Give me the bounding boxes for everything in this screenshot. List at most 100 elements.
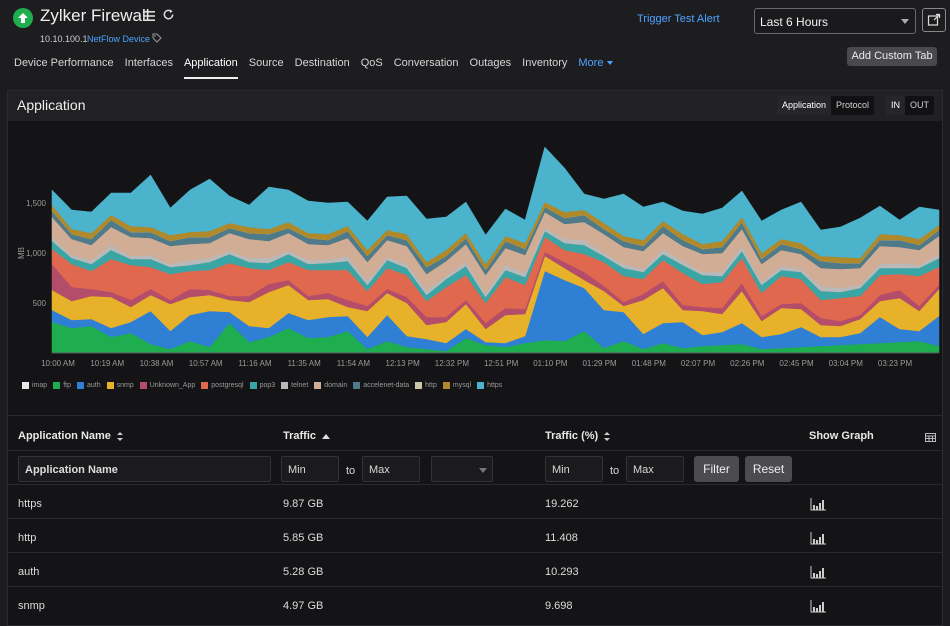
legend-label: snmp	[116, 382, 134, 389]
y-tick-label: 1,500	[26, 199, 47, 208]
legend-label: domain	[324, 382, 348, 389]
legend-label: imap	[32, 382, 48, 389]
tab-qos[interactable]: QoS	[360, 57, 383, 69]
chevron-down-icon	[607, 61, 614, 66]
legend-swatch	[76, 382, 84, 389]
toggle-out[interactable]: OUT	[910, 100, 929, 110]
export-button[interactable]	[922, 8, 946, 32]
x-tick-label: 03:23 PM	[878, 359, 913, 368]
toggle-in[interactable]: IN	[886, 96, 905, 115]
column-show-graph: Show Graph	[809, 430, 874, 442]
tag-icon[interactable]	[152, 33, 162, 43]
application-traffic-chart[interactable]: 500 1,000 1,500 MB 10:00 AM 10:19 AM 10:38 AM 1…	[8, 145, 942, 400]
table-row[interactable]: snmp 4.97 GB 9.698	[7, 586, 943, 620]
legend-label: accelenet-data	[363, 382, 410, 389]
legend-label: pop3	[259, 382, 276, 389]
y-tick-label: 1,000	[26, 249, 47, 258]
toggle-application[interactable]: Application	[777, 96, 832, 115]
add-custom-tab-button[interactable]: Add Custom Tab	[847, 47, 937, 66]
application-name-cell: http	[18, 532, 37, 544]
legend-swatch	[353, 382, 361, 389]
table-header: Application Name Traffic Traffic (%) Sho…	[7, 415, 943, 450]
reset-button[interactable]: Reset	[745, 456, 792, 482]
traffic-unit-select[interactable]	[431, 456, 493, 482]
time-period-select[interactable]: Last 6 Hours	[754, 8, 916, 34]
table-row[interactable]: auth 5.28 GB 10.293	[7, 552, 943, 586]
percent-max-input[interactable]: Max	[626, 456, 684, 482]
export-icon	[927, 13, 941, 26]
legend-item[interactable]: http	[415, 382, 437, 389]
legend-item[interactable]: ftp	[53, 382, 71, 389]
panel-header: Application Application Protocol IN OUT	[8, 91, 942, 121]
application-name-cell: auth	[18, 566, 40, 578]
tab-device-performance[interactable]: Device Performance	[14, 57, 114, 69]
x-tick-label: 10:00 AM	[41, 359, 75, 368]
application-name-cell: https	[18, 498, 42, 510]
tab-source[interactable]: Source	[248, 57, 284, 69]
application-name-cell: snmp	[18, 600, 45, 612]
tab-more[interactable]: More	[578, 57, 614, 79]
device-ip: 10.10.100.1	[40, 34, 88, 44]
toggle-protocol[interactable]: Protocol	[836, 100, 870, 110]
traffic-cell: 5.28 GB	[283, 566, 324, 578]
device-type-link[interactable]: NetFlow Device	[87, 34, 151, 44]
tab-inventory[interactable]: Inventory	[522, 57, 568, 69]
view-toggle: Application Protocol	[777, 96, 875, 115]
legend-item[interactable]: domain	[314, 382, 347, 389]
column-traffic-percent[interactable]: Traffic (%)	[545, 430, 611, 442]
legend-swatch	[139, 382, 147, 389]
refresh-icon[interactable]	[162, 8, 175, 21]
legend-label: https	[487, 382, 503, 389]
legend-label: postgresql	[211, 382, 244, 389]
y-axis-label: MB	[17, 247, 26, 259]
x-tick-label: 02:07 PM	[681, 359, 716, 368]
tab-outages[interactable]: Outages	[469, 57, 512, 69]
chart-legend: imap ftp auth snmp Unknown_App postgresql pop3…	[22, 382, 508, 389]
bar-chart-icon[interactable]	[810, 565, 827, 579]
chevron-down-icon	[479, 468, 487, 473]
legend-item[interactable]: https	[477, 382, 502, 389]
filter-button[interactable]: Filter	[694, 456, 739, 482]
panel-title: Application	[17, 97, 86, 113]
column-traffic[interactable]: Traffic	[283, 430, 331, 442]
legend-swatch	[22, 382, 29, 389]
legend-item[interactable]: telnet	[281, 382, 308, 389]
bar-chart-icon[interactable]	[810, 497, 827, 511]
legend-item[interactable]: pop3	[249, 382, 276, 389]
legend-swatch	[53, 382, 61, 389]
traffic-max-input[interactable]: Max	[362, 456, 420, 482]
traffic-min-input[interactable]: Min	[281, 456, 339, 482]
traffic-percent-cell: 10.293	[545, 566, 579, 578]
tab-application[interactable]: Application	[183, 57, 238, 79]
legend-item[interactable]: snmp	[106, 382, 134, 389]
table-row[interactable]: https 9.87 GB 19.262	[7, 484, 943, 518]
legend-label: ftp	[63, 382, 71, 389]
legend-item[interactable]: imap	[22, 382, 47, 389]
application-name-filter-input[interactable]: Application Name	[18, 456, 271, 482]
legend-label: telnet	[291, 382, 309, 389]
traffic-cell: 9.87 GB	[283, 498, 324, 510]
legend-item[interactable]: mysql	[442, 382, 471, 389]
legend-item[interactable]: auth	[76, 382, 101, 389]
x-tick-label: 03:04 PM	[829, 359, 864, 368]
x-tick-label: 12:13 PM	[386, 359, 421, 368]
legend-item[interactable]: accelenet-data	[353, 382, 409, 389]
legend-swatch	[442, 382, 450, 389]
column-application-name[interactable]: Application Name	[18, 430, 123, 442]
device-name: Zylker Firewall	[40, 6, 150, 25]
legend-swatch	[201, 382, 209, 389]
bar-chart-icon[interactable]	[810, 531, 827, 545]
trigger-test-alert-link[interactable]: Trigger Test Alert	[637, 13, 720, 25]
percent-min-input[interactable]: Min	[545, 456, 603, 482]
application-panel: Application Application Protocol IN OUT …	[7, 90, 943, 626]
legend-item[interactable]: postgresql	[201, 382, 244, 389]
tab-conversation[interactable]: Conversation	[393, 57, 459, 69]
column-chooser-icon[interactable]	[925, 433, 936, 442]
series-area-https[interactable]	[51, 146, 940, 265]
tab-destination[interactable]: Destination	[294, 57, 350, 69]
menu-icon[interactable]	[142, 9, 156, 23]
legend-item[interactable]: Unknown_App	[139, 382, 195, 389]
tab-interfaces[interactable]: Interfaces	[124, 57, 173, 69]
table-row[interactable]: http 5.85 GB 11.408	[7, 518, 943, 552]
bar-chart-icon[interactable]	[810, 599, 827, 613]
